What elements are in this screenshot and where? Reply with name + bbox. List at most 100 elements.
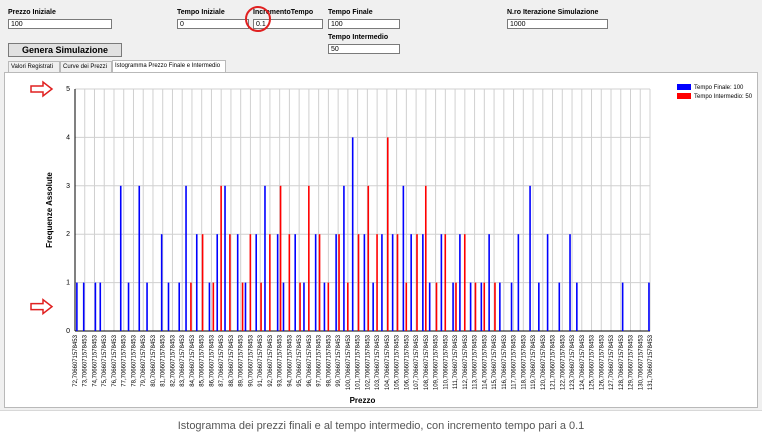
genera-simulazione-button[interactable]: Genera Simulazione	[8, 43, 122, 57]
x-tick-label: 120,7066071578453	[541, 334, 547, 390]
bar-tempo-finale	[138, 185, 141, 331]
x-tick-label: 115,7066071578453	[492, 334, 498, 389]
x-tick-label: 85,7066071578453	[200, 334, 206, 386]
bar-tempo-intermedio	[455, 282, 457, 331]
tempo-finale-input[interactable]: 100	[328, 19, 400, 29]
bar-tempo-intermedio	[483, 282, 486, 331]
x-tick-label: 82,7066071578453	[170, 334, 176, 386]
bar-tempo-finale	[244, 282, 247, 331]
bar-tempo-finale	[82, 282, 85, 331]
bar-tempo-finale	[208, 282, 211, 331]
bar-tempo-finale	[538, 282, 540, 331]
bar-tempo-finale	[499, 282, 501, 331]
x-tick-label: 117,7066071578453	[512, 334, 518, 389]
x-tick-label: 94,7066071578453	[287, 334, 293, 386]
x-tick-label: 77,7066071578453	[122, 334, 128, 386]
tab-istogramma[interactable]: Istogramma Prezzo Finale e Intermedio	[112, 60, 226, 72]
x-tick-label: 101,7066071578453	[356, 334, 362, 390]
x-tick-label: 127,7066071578453	[609, 334, 615, 390]
y-tick-label: 1	[66, 280, 70, 287]
bar-tempo-finale	[546, 234, 549, 331]
x-tick-label: 91,7066071578453	[258, 334, 264, 386]
x-tick-label: 104,7066071578453	[385, 334, 391, 390]
highlight-circle	[245, 6, 271, 32]
bar-tempo-finale	[488, 234, 490, 331]
bar-tempo-intermedio	[424, 185, 427, 331]
bar-tempo-finale	[391, 234, 394, 331]
legend-label: Tempo Intermedio: 50	[694, 94, 753, 100]
x-tick-label: 110,7066071578453	[443, 334, 449, 389]
x-tick-label: 121,7066071578453	[551, 334, 557, 390]
bar-tempo-intermedio	[269, 234, 271, 331]
bar-tempo-finale	[335, 234, 337, 331]
bar-tempo-finale	[576, 282, 578, 331]
x-tick-label: 131,7066071578453	[648, 334, 654, 390]
figure-caption: Istogramma dei prezzi finali e al tempo …	[177, 420, 585, 432]
x-tick-label: 74,7066071578453	[92, 334, 98, 386]
bar-tempo-finale	[422, 234, 424, 331]
bar-tempo-finale	[185, 185, 187, 331]
bar-tempo-intermedio	[376, 234, 378, 331]
tempo-iniziale-input[interactable]: 0	[177, 19, 249, 29]
bar-tempo-finale	[264, 185, 266, 331]
prezzo-iniziale-input[interactable]: 100	[8, 19, 112, 29]
bar-tempo-intermedio	[288, 234, 291, 331]
bar-tempo-finale	[517, 234, 520, 331]
bar-tempo-finale	[428, 282, 431, 331]
y-tick-label: 2	[66, 231, 70, 238]
legend-swatch	[677, 84, 691, 90]
y-tick-label: 5	[66, 86, 70, 93]
x-tick-label: 126,7066071578453	[599, 334, 605, 390]
bar-tempo-finale	[569, 234, 571, 331]
bar-tempo-intermedio	[249, 234, 252, 331]
x-tick-label: 93,7066071578453	[278, 334, 284, 386]
bar-tempo-finale	[343, 185, 345, 331]
histogram-chart: 72,7066071578453 73,7066071578453 74,70660…	[30, 80, 753, 405]
x-tick-label: 95,7066071578453	[297, 334, 303, 386]
bar-tempo-finale	[282, 282, 285, 331]
x-tick-label: 100,7066071578453	[346, 334, 352, 390]
bar-tempo-finale	[402, 185, 405, 331]
bar-tempo-finale	[195, 234, 198, 331]
x-tick-label: 86,7066071578453	[209, 334, 215, 386]
bar-tempo-intermedio	[435, 282, 438, 331]
x-tick-label: 72,7066071578453	[73, 334, 79, 386]
bar-tempo-intermedio	[241, 282, 244, 331]
x-tick-label: 118,7066071578453	[521, 334, 527, 389]
bar-tempo-finale	[303, 282, 305, 331]
incremento-tempo-label: IncrementoTempo	[253, 9, 314, 16]
bar-tempo-intermedio	[367, 185, 370, 331]
x-tick-label: 124,7066071578453	[580, 334, 586, 390]
x-tick-label: 128,7066071578453	[619, 334, 625, 390]
x-tick-label: 73,7066071578453	[83, 334, 89, 386]
tempo-intermedio-input[interactable]: 50	[328, 44, 400, 54]
bar-tempo-finale	[381, 234, 383, 331]
x-tick-label: 84,7066071578453	[190, 334, 196, 386]
arrow-annotation-bottom	[30, 298, 54, 316]
tempo-intermedio-label: Tempo Intermedio	[328, 34, 389, 41]
bar-tempo-intermedio	[494, 282, 496, 331]
x-tick-label: 116,7066071578453	[502, 334, 508, 389]
application-window: Prezzo Iniziale 100 Tempo Iniziale 0 Inc…	[0, 0, 762, 411]
tab-curve-prezzi[interactable]: Curve dei Prezzi	[60, 61, 112, 72]
bar-tempo-intermedio	[220, 185, 222, 331]
tab-valori-registrati[interactable]: Valori Registrati	[8, 61, 60, 72]
bar-tempo-finale	[621, 282, 624, 331]
x-tick-label: 76,7066071578453	[112, 334, 118, 386]
x-tick-label: 87,7066071578453	[219, 334, 225, 386]
y-axis-label: Frequenze Assolute	[45, 172, 54, 248]
y-tick-label: 4	[66, 134, 70, 141]
chart-panel: 72,7066071578453 73,7066071578453 74,70660…	[4, 72, 758, 408]
bar-tempo-finale	[440, 234, 443, 331]
bar-tempo-finale	[314, 234, 317, 331]
x-tick-label: 122,7066071578453	[560, 334, 566, 390]
bar-tempo-intermedio	[327, 282, 330, 331]
bar-tempo-finale	[510, 282, 513, 331]
bar-tempo-intermedio	[212, 282, 215, 331]
x-tick-label: 83,7066071578453	[180, 334, 186, 386]
bar-tempo-finale	[178, 282, 181, 331]
x-tick-label: 80,7066071578453	[151, 334, 157, 386]
bar-tempo-intermedio	[318, 234, 321, 331]
x-axis-label: Prezzo	[350, 396, 376, 405]
iterazioni-input[interactable]: 1000	[507, 19, 608, 29]
